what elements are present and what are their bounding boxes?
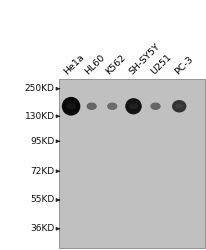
Text: K562: K562 xyxy=(104,53,127,76)
Text: HL60: HL60 xyxy=(83,53,107,76)
Text: 250KD: 250KD xyxy=(25,84,55,93)
Text: 72KD: 72KD xyxy=(30,167,55,176)
Ellipse shape xyxy=(129,104,138,109)
Ellipse shape xyxy=(175,104,183,108)
Text: 36KD: 36KD xyxy=(30,224,55,233)
Ellipse shape xyxy=(66,103,76,110)
Text: 95KD: 95KD xyxy=(30,137,55,146)
Text: U251: U251 xyxy=(149,52,173,76)
Ellipse shape xyxy=(150,102,161,110)
Ellipse shape xyxy=(87,102,97,110)
Bar xyxy=(59,79,205,248)
Text: 130KD: 130KD xyxy=(25,112,55,121)
Ellipse shape xyxy=(62,97,80,116)
Text: PC-3: PC-3 xyxy=(173,54,195,76)
Ellipse shape xyxy=(172,100,186,112)
Text: 55KD: 55KD xyxy=(30,196,55,204)
Text: SH-SY5Y: SH-SY5Y xyxy=(127,42,162,76)
Text: He1a: He1a xyxy=(63,52,87,76)
Ellipse shape xyxy=(107,102,117,110)
Ellipse shape xyxy=(125,98,142,114)
